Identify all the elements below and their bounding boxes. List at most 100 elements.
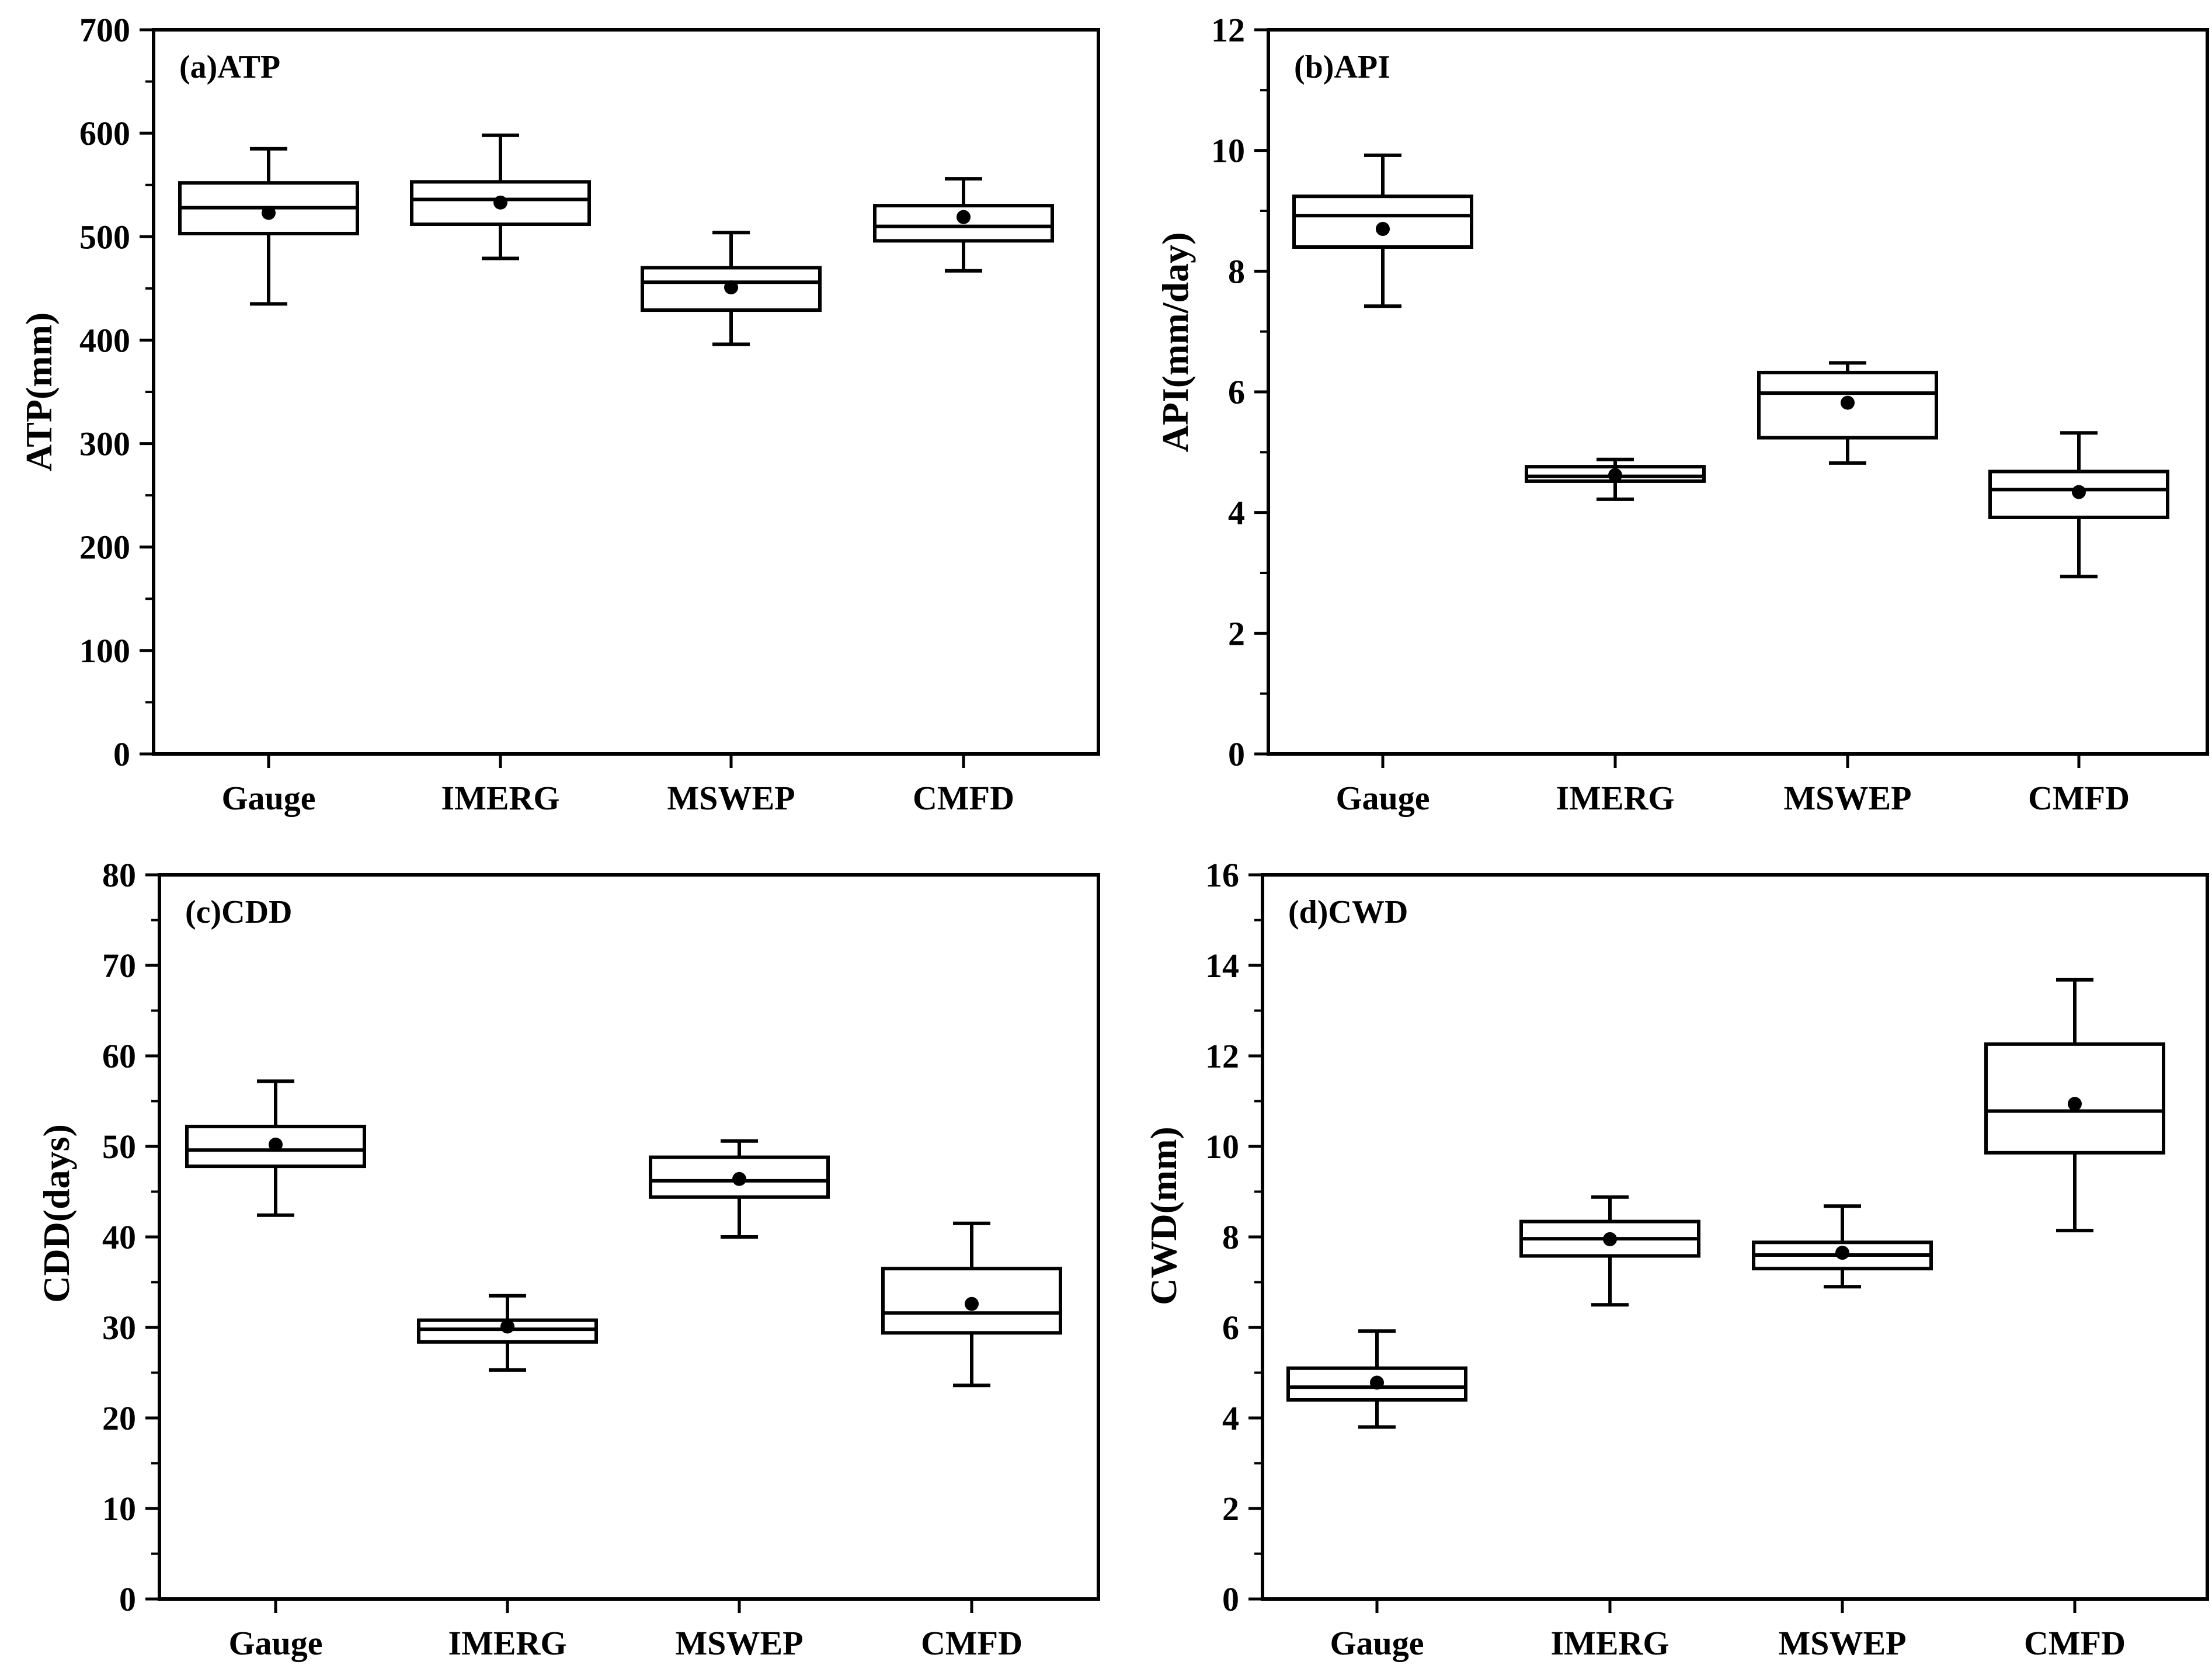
y-axis: 0 2 4 6 8 10 12 [1211,11,1268,773]
y-tick-label: 2 [1222,1490,1239,1528]
mean-marker [1603,1232,1617,1246]
box-cmfd [873,177,1054,273]
box-gauge [1292,153,1473,308]
y-axis-title: CWD(mm) [1143,1127,1184,1305]
y-tick-label: 200 [79,529,130,566]
y-tick-label: 60 [102,1037,136,1075]
x-axis: Gauge IMERG MSWEP CMFD [1330,1599,2126,1662]
mean-marker [262,206,276,220]
box-imerg [1519,1195,1700,1307]
mean-marker [1608,468,1622,482]
box-gauge [178,147,359,306]
plot-frame [152,28,1100,756]
box-mswep [1757,361,1938,465]
mean-marker [732,1172,746,1186]
y-tick-label: 0 [113,735,130,773]
panel-c: (c)CDD CDD(days) 0 10 20 30 40 50 60 70 80 Gauge… [36,856,1100,1662]
box-mswep [1752,1204,1933,1289]
box-imerg [1525,457,1706,501]
x-tick-label: CMFD [2024,1624,2126,1662]
x-tick-label: Gauge [228,1624,322,1662]
x-tick-label: MSWEP [1783,779,1911,817]
y-tick-label: 4 [1228,494,1245,532]
y-tick-label: 500 [79,218,130,256]
y-tick-label: 0 [119,1580,136,1618]
y-tick-label: 700 [79,11,130,49]
box-cmfd [1988,431,2169,579]
iqr-box [1292,194,1473,249]
mean-marker [724,280,738,295]
y-tick-label: 10 [1205,1128,1239,1166]
y-tick-label: 600 [79,114,130,152]
panel-label: (c)CDD [185,894,292,930]
mean-marker [493,195,507,210]
mean-marker [957,210,971,224]
y-axis-title: ATP(mm) [18,312,60,472]
y-tick-label: 6 [1222,1309,1239,1347]
y-tick-label: 6 [1228,373,1245,411]
panel-a: (a)ATP ATP(mm) 0 100 200 300 400 500 600 700 Ga… [18,11,1100,817]
panel-label: (d)CWD [1288,894,1408,930]
y-tick-label: 8 [1228,252,1245,290]
panel-b: (b)API API(mm/day) 0 2 4 6 8 10 12 Gauge IMERG M… [1154,11,2209,817]
y-tick-label: 0 [1228,735,1245,773]
y-tick-label: 30 [102,1309,136,1347]
y-tick-label: 12 [1205,1037,1239,1075]
y-tick-label: 50 [102,1128,136,1166]
x-tick-label: IMERG [448,1624,567,1662]
y-tick-label: 10 [102,1490,136,1528]
x-tick-label: IMERG [1556,779,1675,817]
box-series [1292,153,2169,579]
y-tick-label: 80 [102,856,136,894]
panel-label: (b)API [1294,49,1390,85]
x-axis: Gauge IMERG MSWEP CMFD [1335,754,2130,817]
mean-marker [965,1296,979,1311]
y-tick-label: 20 [102,1399,136,1437]
mean-marker [269,1137,283,1152]
x-tick-label: MSWEP [675,1624,803,1662]
y-tick-label: 400 [79,321,130,359]
plot-frame [158,873,1100,1601]
x-tick-label: Gauge [1335,779,1430,817]
box-cmfd [1984,978,2165,1233]
box-imerg [410,133,591,260]
box-mswep [641,231,822,346]
x-tick-label: CMFD [2028,779,2130,817]
mean-marker [1370,1375,1384,1390]
x-tick-label: IMERG [441,779,560,817]
mean-marker [2068,1097,2082,1111]
y-axis-title: CDD(days) [36,1124,77,1303]
y-tick-label: 4 [1222,1399,1239,1437]
x-tick-label: IMERG [1551,1624,1670,1662]
x-axis: Gauge IMERG MSWEP CMFD [228,1599,1022,1662]
x-tick-label: Gauge [1330,1624,1424,1662]
x-tick-label: CMFD [913,779,1014,817]
mean-marker [1841,395,1855,410]
x-tick-label: CMFD [921,1624,1022,1662]
box-imerg [417,1294,598,1372]
y-axis: 0 100 200 300 400 500 600 700 [79,11,154,773]
y-axis: 0 10 20 30 40 50 60 70 80 [102,856,159,1618]
x-axis: Gauge IMERG MSWEP CMFD [221,754,1014,817]
box-series [178,133,1054,346]
y-tick-label: 100 [79,632,130,670]
plot-frame [1267,28,2209,756]
x-tick-label: Gauge [221,779,315,817]
y-tick-label: 12 [1211,11,1245,49]
y-tick-label: 10 [1211,132,1245,170]
box-cmfd [881,1221,1062,1388]
y-tick-label: 40 [102,1218,136,1256]
y-axis: 0 2 4 6 8 10 12 14 16 [1205,856,1262,1618]
mean-marker [2072,485,2086,499]
y-tick-label: 300 [79,425,130,463]
box-series [1286,978,2165,1429]
y-axis-title: API(mm/day) [1154,232,1196,453]
y-tick-label: 70 [102,947,136,985]
y-tick-label: 14 [1205,947,1239,985]
y-tick-label: 0 [1222,1580,1239,1618]
panel-d: (d)CWD CWD(mm) 0 2 4 6 8 10 12 14 16 Gauge IMERG M… [1143,856,2209,1662]
y-tick-label: 2 [1228,614,1245,652]
plot-frame [1261,873,2209,1601]
mean-marker [1835,1246,1849,1260]
